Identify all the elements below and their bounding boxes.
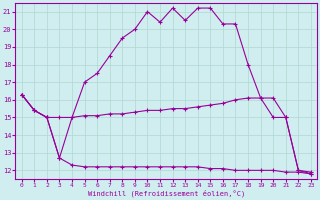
X-axis label: Windchill (Refroidissement éolien,°C): Windchill (Refroidissement éolien,°C) xyxy=(88,190,245,197)
